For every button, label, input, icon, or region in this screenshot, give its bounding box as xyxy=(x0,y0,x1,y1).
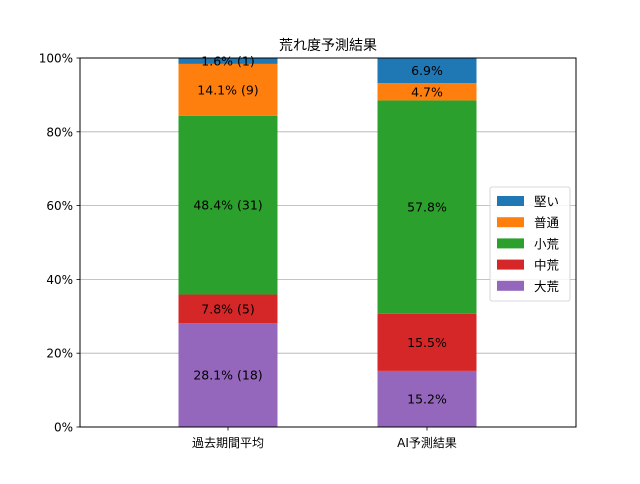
y-tick-label: 20% xyxy=(46,347,73,361)
data-label: 15.2% xyxy=(407,391,447,406)
y-tick-label: 100% xyxy=(39,52,73,66)
bar-segment xyxy=(377,370,477,427)
data-label: 6.9% xyxy=(411,63,443,78)
data-label: 14.1% (9) xyxy=(197,82,258,97)
y-tick-label: 60% xyxy=(46,199,73,213)
data-label: 28.1% (18) xyxy=(193,368,262,383)
bar-segment xyxy=(377,313,477,371)
legend-swatch xyxy=(497,217,524,228)
data-label: 1.6% (1) xyxy=(201,53,254,68)
y-tick-label: 80% xyxy=(46,125,73,139)
data-label: 7.8% (5) xyxy=(201,301,254,316)
legend-swatch xyxy=(497,259,524,270)
axis-layer: 0% 20% 40% 60% 80% 100% 過去期間平均 AI予測結果 xyxy=(39,52,457,451)
legend-label: 小荒 xyxy=(534,236,559,251)
bar-segment xyxy=(178,63,278,116)
data-labels-layer: 28.1% (18) 7.8% (5) 48.4% (31) 14.1% (9) 1.6… xyxy=(193,53,447,406)
data-label: 15.5% xyxy=(407,335,447,350)
legend-label: 中荒 xyxy=(534,258,559,273)
chart-title: 荒れ度予測結果 xyxy=(279,38,377,54)
y-tick-label: 0% xyxy=(54,421,73,435)
data-label: 57.8% xyxy=(407,200,447,215)
y-tick-label: 40% xyxy=(46,273,73,287)
bar-segment xyxy=(178,115,278,295)
bars-layer xyxy=(178,57,477,427)
legend-label: 堅い xyxy=(534,194,559,209)
x-tick-label: 過去期間平均 xyxy=(192,436,264,450)
data-label: 48.4% (31) xyxy=(193,198,262,213)
bar-segment xyxy=(377,83,477,101)
bar-segment xyxy=(377,57,477,84)
legend-swatch xyxy=(497,238,524,249)
x-tick-label: AI予測結果 xyxy=(397,436,457,450)
legend-label: 普通 xyxy=(534,215,560,230)
plot-frame xyxy=(79,57,577,428)
data-label: 4.7% xyxy=(411,84,443,99)
legend-label: 大荒 xyxy=(534,279,559,294)
legend-box xyxy=(489,186,571,302)
bar-segment xyxy=(178,58,278,64)
bar-segment xyxy=(178,294,278,324)
bar-segment xyxy=(377,100,477,314)
bar-segment xyxy=(178,323,278,427)
legend-swatch xyxy=(497,196,524,206)
legend-swatch xyxy=(497,280,524,291)
